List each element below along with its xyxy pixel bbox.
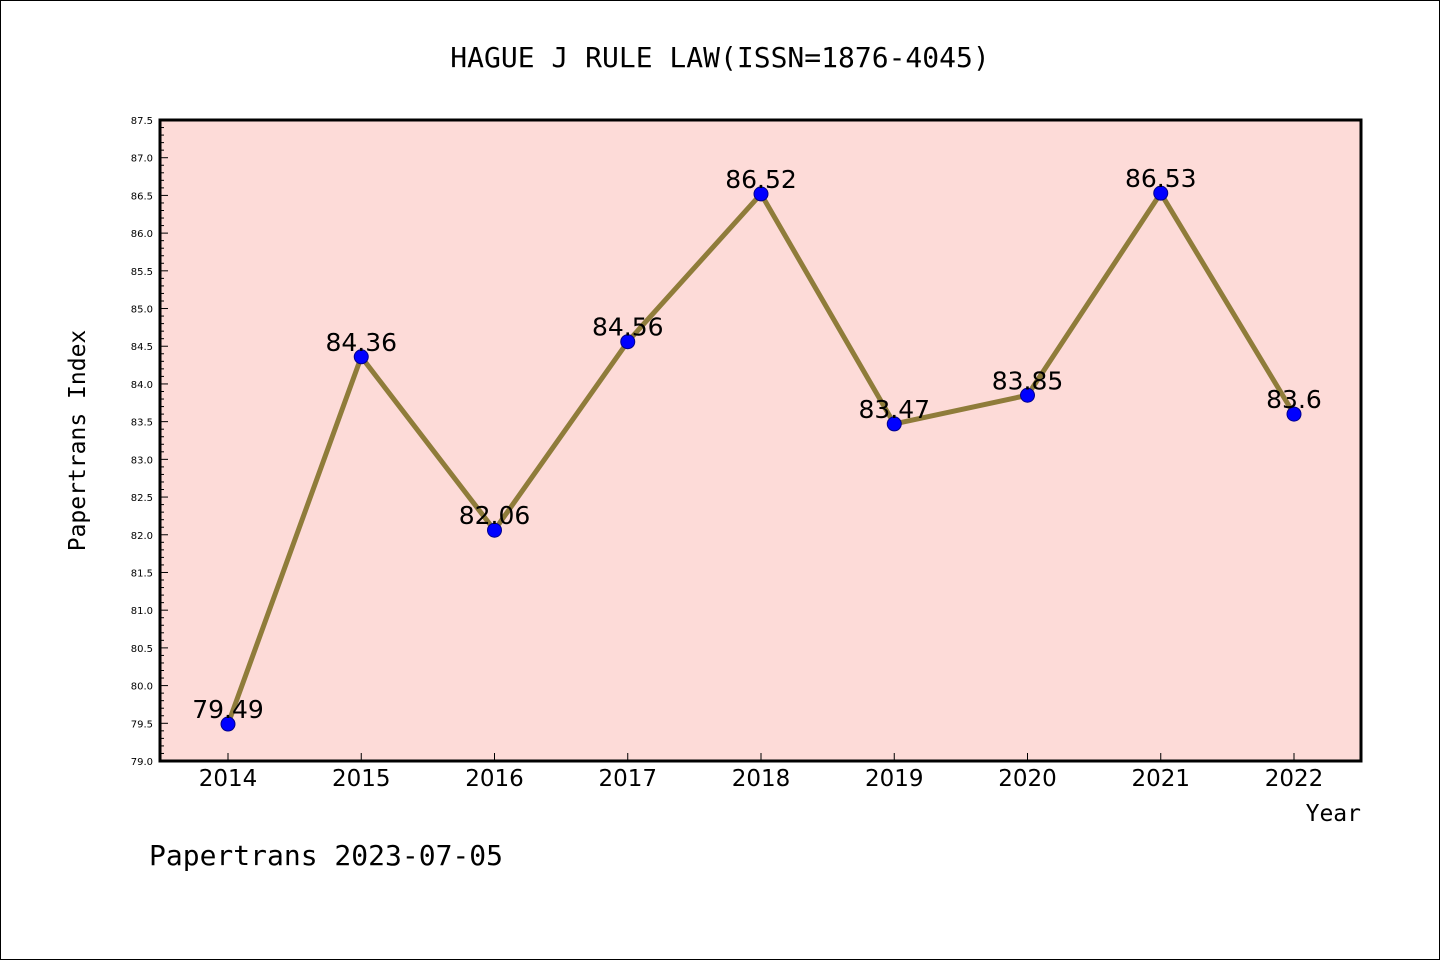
y-tick-label: 87.5	[131, 116, 153, 127]
data-label: 82.06	[459, 501, 531, 530]
data-point	[1020, 387, 1035, 403]
y-axis-label: Papertrans Index	[65, 330, 91, 552]
data-point	[487, 522, 502, 538]
data-point	[620, 334, 636, 350]
y-tick-label: 84.5	[131, 342, 153, 353]
y-tick-label: 84.0	[131, 380, 153, 391]
y-tick-label: 82.0	[131, 531, 153, 542]
y-tick-label: 82.5	[131, 493, 153, 504]
data-label: 79.49	[192, 695, 264, 724]
x-axis-label: Year	[1306, 801, 1361, 827]
x-tick-label: 2019	[865, 766, 924, 792]
y-tick-label: 83.5	[131, 418, 153, 429]
plot-border	[158, 118, 1363, 763]
y-tick-label: 80.0	[131, 682, 153, 693]
x-axis-tick-labels: 2014 2015 2016 2017 2018 2019 2020 2021 2022	[199, 766, 1324, 792]
y-tick-label: 85.0	[131, 305, 153, 316]
x-tick-label: 2015	[332, 766, 391, 792]
series-markers	[220, 185, 1302, 732]
x-tick-label: 2014	[199, 766, 258, 792]
data-label: 84.56	[592, 313, 664, 342]
plot-area	[160, 120, 1361, 761]
data-label: 86.53	[1125, 164, 1197, 193]
data-label: 83.85	[992, 366, 1064, 395]
data-point	[1286, 406, 1302, 422]
y-tick-label: 79.0	[131, 757, 153, 768]
data-label: 86.52	[725, 165, 797, 194]
y-tick-label: 85.5	[131, 267, 153, 278]
footer-stamp: Papertrans 2023-07-05	[149, 839, 503, 872]
data-label: 83.47	[858, 395, 930, 424]
data-label: 83.6	[1266, 385, 1322, 414]
chart-title: HAGUE J RULE LAW(ISSN=1876-4045)	[450, 41, 989, 74]
y-tick-label: 81.5	[131, 568, 153, 579]
x-tick-label: 2021	[1131, 766, 1190, 792]
x-tick-label: 2017	[598, 766, 657, 792]
data-point	[220, 716, 236, 732]
x-tick-label: 2022	[1265, 766, 1324, 792]
data-point	[886, 416, 902, 432]
y-tick-label: 86.5	[131, 191, 153, 202]
y-tick-label: 87.0	[131, 154, 153, 165]
y-tick-label: 80.5	[131, 644, 153, 655]
y-tick-label: 81.0	[131, 606, 153, 617]
data-labels: 79.49 84.36 82.06 84.56 86.52 83.47 83.85 86.53…	[192, 164, 1322, 724]
data-point	[1153, 185, 1169, 201]
y-tick-label: 79.5	[131, 719, 153, 730]
x-tick-label: 2018	[732, 766, 791, 792]
y-tick-label: 83.0	[131, 455, 153, 466]
data-point	[353, 349, 369, 365]
x-tick-label: 2016	[465, 766, 524, 792]
y-axis-tick-labels: 79.0 79.5 80.0 80.5 81.0 81.5 82.0 82.5 83.0 83.5…	[131, 116, 153, 768]
data-label: 84.36	[325, 328, 397, 357]
y-tick-label: 86.0	[131, 229, 153, 240]
data-point	[753, 186, 769, 202]
x-tick-label: 2020	[998, 766, 1057, 792]
